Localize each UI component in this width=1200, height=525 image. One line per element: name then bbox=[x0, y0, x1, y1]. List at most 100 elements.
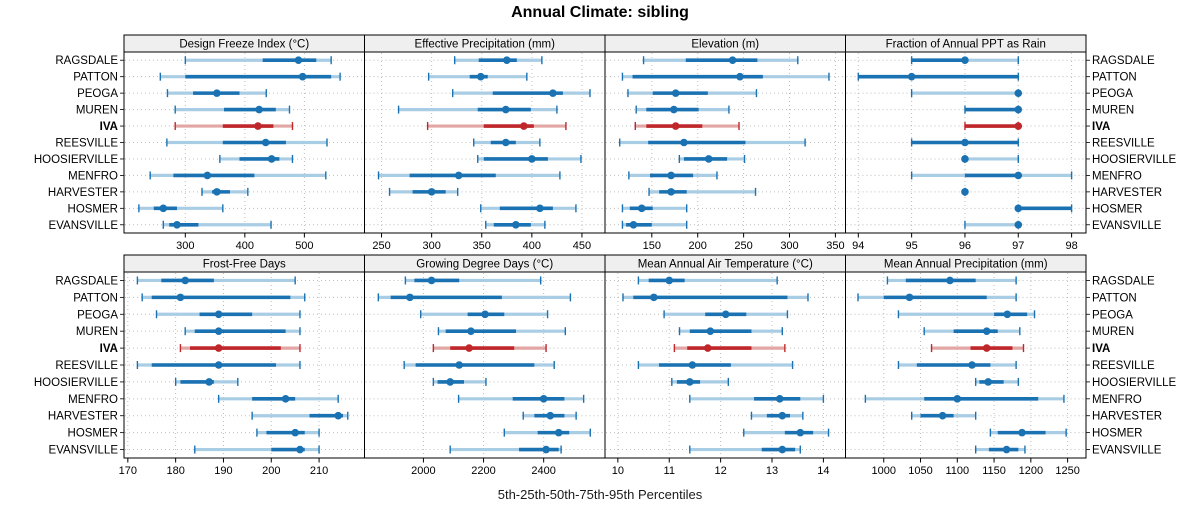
median-dot bbox=[467, 327, 475, 335]
median-dot bbox=[778, 445, 787, 454]
median-dot bbox=[670, 105, 678, 114]
median-dot bbox=[1003, 310, 1012, 319]
median-dot bbox=[1014, 220, 1023, 229]
axis-tick-label: 250 bbox=[734, 240, 752, 252]
site-label-right: IVA bbox=[1092, 343, 1110, 355]
panel-strip-title: Elevation (m) bbox=[691, 39, 759, 51]
site-label-left: REESVILLE bbox=[55, 138, 118, 150]
axis-tick-label: 1250 bbox=[1055, 465, 1079, 477]
site-label-right: MENFRO bbox=[1092, 394, 1142, 406]
site-label-left: PEOGA bbox=[77, 309, 118, 321]
axis-tick-label: 2400 bbox=[531, 465, 555, 477]
median-dot bbox=[173, 220, 181, 229]
site-label-right: PATTON bbox=[1092, 292, 1137, 304]
median-dot bbox=[728, 56, 737, 65]
median-dot bbox=[671, 122, 680, 130]
axis-tick-label: 350 bbox=[473, 240, 491, 252]
median-dot bbox=[554, 428, 563, 437]
median-dot bbox=[953, 395, 962, 403]
site-label-left: MUREN bbox=[76, 326, 118, 338]
figure-caption: 5th-25th-50th-75th-95th Percentiles bbox=[497, 487, 703, 502]
axis-tick-label: 300 bbox=[176, 240, 194, 252]
median-dot bbox=[291, 428, 299, 437]
median-dot bbox=[465, 344, 473, 352]
median-dot bbox=[542, 445, 550, 454]
axis-tick-label: 2000 bbox=[411, 465, 435, 477]
median-dot bbox=[455, 361, 463, 369]
median-dot bbox=[261, 138, 270, 147]
axis-tick-label: 14 bbox=[817, 465, 829, 477]
median-dot bbox=[536, 204, 544, 213]
median-dot bbox=[406, 293, 414, 302]
site-label-left: HARVESTER bbox=[48, 411, 118, 423]
median-dot bbox=[203, 171, 212, 180]
axis-tick-label: 1050 bbox=[908, 465, 932, 477]
axis-tick-label: 200 bbox=[262, 465, 280, 477]
axis-tick-label: 13 bbox=[766, 465, 778, 477]
median-dot bbox=[454, 171, 463, 180]
figure-title: Annual Climate: sibling bbox=[511, 4, 689, 21]
median-dot bbox=[905, 293, 914, 302]
median-dot bbox=[254, 122, 262, 130]
median-dot bbox=[334, 411, 343, 420]
median-dot bbox=[961, 155, 969, 163]
median-dot bbox=[982, 344, 991, 352]
median-dot bbox=[637, 204, 646, 213]
median-dot bbox=[501, 138, 510, 147]
site-label-left: RAGSDALE bbox=[55, 275, 118, 287]
axis-tick-label: 400 bbox=[236, 240, 254, 252]
median-dot bbox=[907, 72, 916, 81]
median-dot bbox=[1002, 445, 1011, 454]
median-dot bbox=[938, 411, 947, 420]
site-label-left: HOSMER bbox=[68, 428, 118, 440]
median-dot bbox=[778, 411, 787, 420]
site-label-left: RAGSDALE bbox=[55, 55, 118, 67]
median-dot bbox=[255, 105, 263, 114]
site-label-right: HARVESTER bbox=[1092, 187, 1162, 199]
median-dot bbox=[775, 395, 784, 403]
site-label-left: PATTON bbox=[73, 292, 118, 304]
median-dot bbox=[961, 56, 969, 65]
site-label-left: MENFRO bbox=[68, 170, 118, 182]
site-label-left: REESVILLE bbox=[55, 360, 118, 372]
median-dot bbox=[1014, 171, 1023, 180]
median-dot bbox=[1014, 122, 1023, 130]
median-dot bbox=[181, 276, 190, 285]
median-dot bbox=[501, 105, 510, 114]
site-label-left: HOOSIERVILLE bbox=[34, 377, 118, 389]
axis-tick-label: 350 bbox=[826, 240, 844, 252]
median-dot bbox=[1014, 105, 1023, 114]
median-dot bbox=[539, 395, 548, 403]
median-dot bbox=[667, 188, 675, 196]
panel-strip-title: Mean Annual Precipitation (mm) bbox=[884, 259, 1048, 271]
median-dot bbox=[721, 310, 730, 319]
axis-tick-label: 150 bbox=[643, 240, 661, 252]
panel-strip-title: Frost-Free Days bbox=[203, 259, 286, 271]
site-label-right: EVANSVILLE bbox=[1092, 445, 1162, 457]
median-dot bbox=[1014, 89, 1023, 97]
panel-strip-title: Effective Precipitation (mm) bbox=[415, 39, 556, 51]
axis-tick-label: 1200 bbox=[1019, 465, 1043, 477]
site-label-right: RAGSDALE bbox=[1092, 275, 1155, 287]
median-dot bbox=[176, 293, 185, 302]
site-label-right: IVA bbox=[1092, 121, 1110, 133]
site-label-right: REESVILLE bbox=[1092, 360, 1155, 372]
site-label-right: REESVILLE bbox=[1092, 138, 1155, 150]
site-label-right: HOSMER bbox=[1092, 203, 1142, 215]
site-label-right: MENFRO bbox=[1092, 170, 1142, 182]
median-dot bbox=[528, 155, 536, 163]
axis-tick-label: 10 bbox=[612, 465, 624, 477]
median-dot bbox=[968, 361, 976, 369]
median-dot bbox=[427, 276, 436, 285]
site-label-right: HOOSIERVILLE bbox=[1092, 154, 1176, 166]
median-dot bbox=[214, 344, 223, 352]
axis-tick-label: 200 bbox=[689, 240, 707, 252]
median-dot bbox=[298, 72, 307, 81]
median-dot bbox=[1014, 204, 1023, 213]
site-label-left: EVANSVILLE bbox=[49, 445, 119, 457]
site-label-right: MUREN bbox=[1092, 105, 1134, 117]
median-dot bbox=[796, 428, 805, 437]
axis-tick-label: 11 bbox=[664, 465, 675, 477]
